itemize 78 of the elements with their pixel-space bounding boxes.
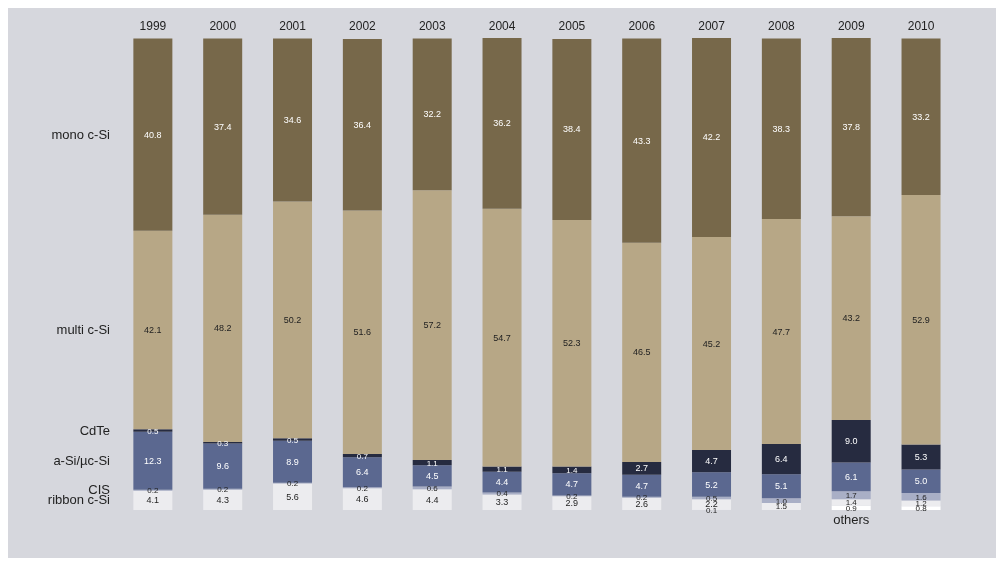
data-label: 4.6 <box>356 494 369 505</box>
data-label: 8.9 <box>286 456 299 467</box>
data-label: 42.1 <box>144 325 162 336</box>
data-label: 42.2 <box>702 132 721 143</box>
data-label: 6.1 <box>844 471 858 482</box>
data-label: 12.3 <box>144 455 162 466</box>
data-label: 38.4 <box>563 124 581 135</box>
data-label: 1.1 <box>496 465 509 475</box>
data-label: 5.1 <box>775 481 788 492</box>
data-label: 9.6 <box>216 461 229 472</box>
data-label: 2.7 <box>635 463 648 474</box>
data-label: 1.1 <box>426 458 439 468</box>
data-label: 37.8 <box>842 122 860 133</box>
data-label: 4.1 <box>146 495 160 506</box>
series-label: mono c-Si <box>50 126 110 142</box>
data-label: 43.2 <box>842 313 860 324</box>
data-label: 0.5 <box>286 435 299 445</box>
x-tick-label: 2004 <box>488 19 516 33</box>
data-label: 1.4 <box>566 465 578 475</box>
series-label: CdTe <box>78 422 110 438</box>
x-tick-label: 2000 <box>209 19 237 33</box>
data-label: 52.3 <box>563 338 581 349</box>
data-label: 4.7 <box>635 480 648 491</box>
data-label: 6.4 <box>775 454 788 465</box>
data-label: 5.3 <box>914 451 928 462</box>
data-label: 0.2 <box>217 485 229 495</box>
data-label: 4.7 <box>705 456 718 467</box>
data-label: 43.3 <box>632 135 651 146</box>
data-label: 5.2 <box>705 479 718 490</box>
series-label: multi c-Si <box>55 322 110 338</box>
series-label: others <box>832 512 871 527</box>
data-label: 36.4 <box>353 119 372 130</box>
data-label: 4.3 <box>216 494 229 505</box>
data-label: 47.7 <box>772 326 791 337</box>
data-label: 4.4 <box>425 494 439 505</box>
data-label: 38.3 <box>772 123 791 134</box>
data-label: 34.6 <box>283 115 302 126</box>
data-label: 1.7 <box>845 491 858 501</box>
data-label: 32.2 <box>423 109 441 120</box>
data-label: 54.7 <box>493 332 511 343</box>
x-tick-label: 1999 <box>139 19 167 33</box>
data-label: 5.0 <box>914 476 928 487</box>
data-label: 4.7 <box>565 479 579 490</box>
x-tick-label: 2008 <box>768 19 796 33</box>
x-tick-label: 2002 <box>349 19 377 33</box>
data-label: 2.9 <box>565 498 579 509</box>
data-label: 37.4 <box>213 121 232 132</box>
data-label: 36.2 <box>493 118 511 129</box>
x-tick-label: 2006 <box>628 19 656 33</box>
data-label: 50.2 <box>283 314 302 325</box>
data-label: 46.5 <box>632 347 651 358</box>
data-label: 4.5 <box>425 470 439 481</box>
data-label: 1.6 <box>915 492 928 502</box>
x-tick-label: 2009 <box>837 19 865 33</box>
data-label: 40.8 <box>144 129 162 140</box>
data-label: 45.2 <box>702 338 721 349</box>
data-label: 57.2 <box>423 320 441 331</box>
data-label: 0.2 <box>286 479 299 489</box>
x-tick-label: 2003 <box>418 19 446 33</box>
data-label: 48.2 <box>213 323 232 334</box>
data-label: 0.5 <box>147 426 159 436</box>
data-label: 3.3 <box>495 497 509 508</box>
x-tick-label: 2001 <box>279 19 307 33</box>
x-tick-label: 2007 <box>698 19 726 33</box>
data-label: 0.7 <box>356 451 369 461</box>
x-tick-label: 2005 <box>558 19 586 33</box>
data-label: 52.9 <box>912 314 930 325</box>
data-label: 0.6 <box>426 483 439 493</box>
data-label: 51.6 <box>353 327 372 338</box>
data-label: 5.6 <box>286 491 299 502</box>
data-label: 0.4 <box>496 489 509 499</box>
data-label: 0.2 <box>147 486 159 496</box>
data-label: 33.2 <box>912 111 930 122</box>
series-label: a-Si/µc-Si <box>52 452 110 468</box>
data-label: 9.0 <box>844 436 858 447</box>
data-label: 4.4 <box>495 477 509 488</box>
data-label: 6.4 <box>356 467 369 478</box>
x-tick-label: 2010 <box>907 19 935 33</box>
